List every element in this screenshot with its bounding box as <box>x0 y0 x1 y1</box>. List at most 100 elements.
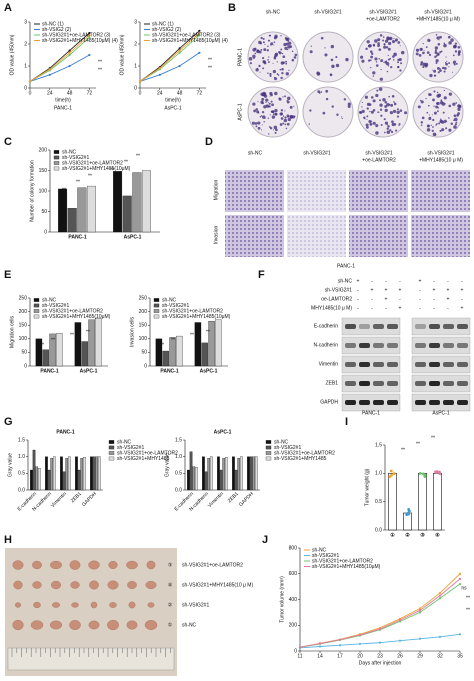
tumor <box>12 619 24 631</box>
colony <box>271 110 275 113</box>
colony <box>267 61 270 63</box>
colony <box>450 38 454 42</box>
colony <box>280 76 283 80</box>
blot-band <box>415 362 426 367</box>
blot-band <box>373 343 384 348</box>
tumor <box>15 602 21 608</box>
blot-band <box>359 324 370 329</box>
bar <box>247 456 250 491</box>
legend-swatch <box>265 440 272 444</box>
data-point <box>318 642 322 645</box>
group-label: sh-VSIG2#1+MHY1485(10 μ M) <box>182 582 253 588</box>
sign: - <box>371 305 373 311</box>
tumor <box>33 601 41 609</box>
legend-swatch <box>33 309 40 313</box>
colony <box>366 115 369 118</box>
data-point <box>458 582 462 586</box>
colony <box>443 96 447 100</box>
colony <box>454 50 458 53</box>
y-tick-label: 0 <box>44 229 47 235</box>
blot-band <box>345 343 356 348</box>
series-line <box>29 32 90 82</box>
colony <box>424 64 428 68</box>
dot <box>389 469 393 473</box>
dot <box>407 511 410 515</box>
colony <box>434 51 438 54</box>
sign: - <box>385 305 387 311</box>
tumor <box>126 560 138 570</box>
colony <box>457 107 461 112</box>
colony <box>294 53 298 57</box>
bar <box>207 458 211 491</box>
x-tick-label: GAPDH <box>81 491 98 508</box>
x-tick-label: 14 <box>317 653 323 659</box>
x-axis-label: time(h) <box>165 97 181 103</box>
x-axis-label: Days after injection <box>359 660 402 666</box>
colony <box>370 59 372 62</box>
data-point <box>438 635 442 638</box>
colony <box>287 115 290 118</box>
bar <box>75 456 78 491</box>
blot-band <box>359 343 370 348</box>
colony <box>255 68 259 72</box>
colony <box>268 133 270 135</box>
colony <box>267 45 269 48</box>
cell-line-label: AsPC-1 <box>432 410 449 416</box>
blot-band <box>345 324 356 329</box>
bar <box>77 469 81 491</box>
protein-label: N-cadherin <box>314 342 339 348</box>
tumor <box>51 580 61 590</box>
tumor <box>107 580 119 590</box>
colony <box>260 92 264 96</box>
y-tick-label: 100 <box>19 336 28 342</box>
colony <box>375 131 379 135</box>
bar <box>30 469 33 491</box>
legend-label: sh-VSIG2#1 <box>312 553 339 559</box>
bar <box>80 458 84 491</box>
y-axis-label: Gray value <box>7 453 13 477</box>
sign: - <box>433 278 435 284</box>
colony <box>275 36 278 39</box>
bar <box>88 319 95 367</box>
bar <box>50 458 54 491</box>
colony <box>375 124 379 128</box>
colony <box>396 115 400 118</box>
tumor <box>71 602 79 608</box>
colony <box>273 129 275 131</box>
colony <box>285 72 289 76</box>
sign: + <box>357 278 360 284</box>
tumor <box>145 581 157 589</box>
colony <box>443 43 447 48</box>
series-line <box>139 30 200 82</box>
annotation: ns <box>461 585 467 591</box>
annotation: ** <box>208 57 212 63</box>
colony <box>335 63 340 68</box>
colony <box>273 125 278 130</box>
panel-letter: F <box>258 269 265 281</box>
colony <box>370 66 372 69</box>
y-tick-label: 600 <box>289 571 298 577</box>
colony <box>370 96 374 99</box>
bar <box>155 338 163 367</box>
colony <box>382 98 386 102</box>
legend-label: sh-VSIG2#1 <box>162 303 189 309</box>
tumor <box>128 601 136 609</box>
x-tick-label: 24 <box>157 90 163 96</box>
blot-strip <box>411 355 471 374</box>
y-tick-label: 200 <box>39 147 48 153</box>
colony <box>431 129 434 133</box>
colony <box>379 108 383 111</box>
column-header: sh-NC <box>266 9 281 15</box>
colony <box>369 110 371 113</box>
colony <box>262 115 266 119</box>
colony <box>445 62 448 66</box>
colony <box>376 89 379 92</box>
colony <box>379 77 383 81</box>
colony <box>387 65 390 67</box>
colony <box>391 122 395 127</box>
tumor <box>107 619 119 631</box>
x-tick-label: Vimentin <box>50 491 68 509</box>
condition-label: oe-LAMTOR2 <box>321 296 352 302</box>
column-header: sh-VSIG2#1 <box>424 9 451 15</box>
colony <box>377 111 380 113</box>
